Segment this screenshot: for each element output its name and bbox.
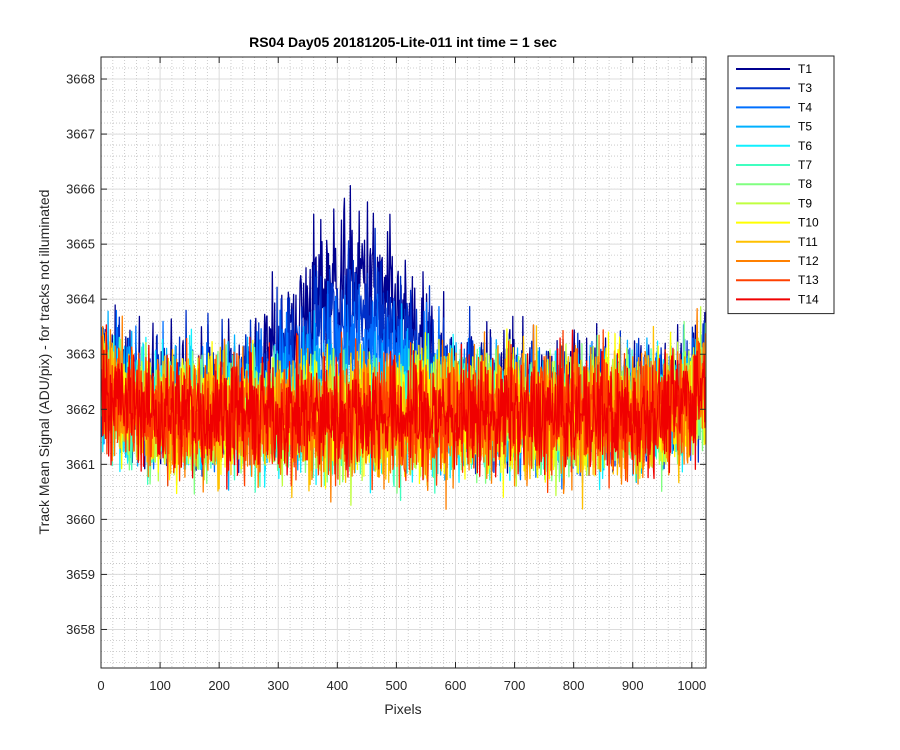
x-tick-label: 800: [563, 678, 585, 693]
y-tick-label: 3665: [66, 237, 95, 252]
legend-label: T7: [798, 158, 812, 172]
legend-label: T8: [798, 177, 812, 191]
x-axis-label: Pixels: [384, 701, 421, 717]
y-tick-label: 3666: [66, 182, 95, 197]
y-tick-label: 3664: [66, 292, 95, 307]
x-tick-label: 100: [149, 678, 171, 693]
x-tick-label: 300: [267, 678, 289, 693]
x-tick-label: 500: [386, 678, 408, 693]
plot-frame: [100, 56, 707, 669]
x-tick-label: 200: [208, 678, 230, 693]
y-tick-label: 3668: [66, 72, 95, 87]
y-tick-label: 3659: [66, 567, 95, 582]
legend: T1 T3 T4 T5 T6 T7 T8 T9 T10 T11 T12 T13 T14: [727, 55, 835, 315]
chart-title: RS04 Day05 20181205-Lite-011 int time = …: [249, 34, 557, 50]
plot-area: [100, 56, 707, 669]
legend-label: T12: [798, 254, 819, 268]
x-tick-label: 700: [504, 678, 526, 693]
legend-label: T6: [798, 139, 812, 153]
y-axis-label: Track Mean Signal (ADU/pix) - for tracks…: [36, 190, 52, 535]
y-tick-label: 3660: [66, 512, 95, 527]
y-tick-label: 3658: [66, 622, 95, 637]
series-group: [101, 184, 706, 510]
x-tick-label: 900: [622, 678, 644, 693]
legend-label: T14: [798, 292, 819, 306]
series-line-t14: [101, 324, 706, 490]
legend-label: T1: [798, 62, 812, 76]
legend-label: T4: [798, 100, 812, 114]
x-tick-label: 400: [326, 678, 348, 693]
legend-label: T3: [798, 81, 812, 95]
x-axis: 0 100 200 300 400 500 600 700 800 900 1000: [97, 57, 706, 693]
x-tick-label: 1000: [677, 678, 706, 693]
x-tick-label: 600: [445, 678, 467, 693]
legend-label: T13: [798, 273, 819, 287]
y-tick-label: 3663: [66, 347, 95, 362]
y-axis: 3658 3659 3660 3661 3662 3663 3664 3665 3666 3667…: [66, 72, 706, 637]
legend-label: T10: [798, 216, 819, 230]
legend-label: T5: [798, 120, 812, 134]
x-tick-label: 0: [97, 678, 104, 693]
legend-label: T11: [798, 235, 818, 249]
y-tick-label: 3661: [66, 457, 95, 472]
series-line-t13: [101, 329, 706, 494]
y-tick-label: 3662: [66, 402, 95, 417]
legend-label: T9: [798, 196, 812, 210]
y-tick-label: 3667: [66, 127, 95, 142]
